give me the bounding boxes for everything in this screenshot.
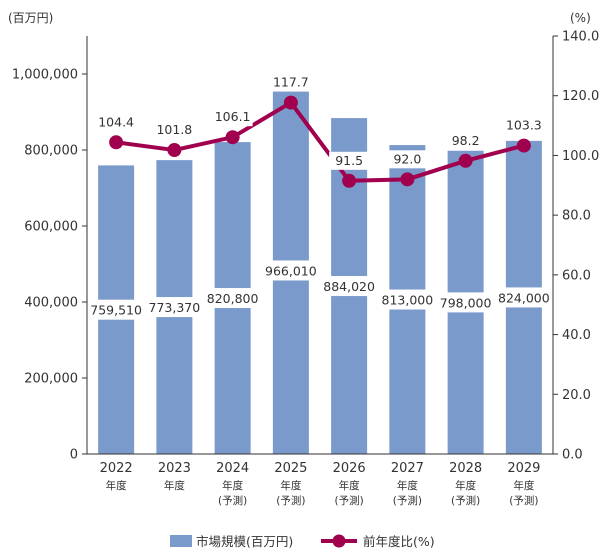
x-axis-nendo-label: 年度	[222, 479, 243, 492]
bar-value-label: 813,000	[382, 293, 434, 308]
x-axis-forecast-label: (予測)	[451, 494, 480, 507]
x-axis-year-label: 2024	[216, 461, 249, 476]
line-value-label-bg	[212, 108, 253, 127]
x-axis-year-label: 2022	[100, 461, 133, 476]
bar-value-label: 884,020	[323, 279, 375, 294]
x-axis-nendo-label: 年度	[513, 479, 534, 492]
right-axis-tick-label: 80.0	[562, 209, 591, 224]
right-axis-tick-label: 140.0	[562, 30, 599, 45]
line-value-label: 104.4	[98, 114, 134, 129]
left-axis-tick-label: 400,000	[24, 296, 78, 311]
line-value-label: 117.7	[273, 75, 309, 90]
x-axis-year-label: 2026	[333, 461, 366, 476]
bar-value-label-bg	[145, 297, 204, 318]
bar-value-label: 759,510	[90, 303, 142, 318]
bar-value-label: 773,370	[149, 300, 201, 315]
line-value-label: 101.8	[156, 122, 192, 137]
bar-value-label-bg	[261, 260, 320, 281]
line-point	[283, 95, 298, 110]
x-axis-year-label: 2025	[274, 461, 307, 476]
x-axis-year-label: 2023	[158, 461, 191, 476]
bar-value-label: 820,800	[207, 291, 259, 306]
right-axis-tick-label: 20.0	[562, 388, 591, 403]
right-axis-tick-label: 0.0	[562, 448, 583, 463]
line-value-label-bg	[270, 73, 311, 92]
bar-value-label-bg	[87, 299, 146, 320]
right-axis-tick-label: 120.0	[562, 89, 599, 104]
bar-value-label: 966,010	[265, 263, 317, 278]
line-value-label-bg	[445, 131, 486, 150]
x-axis-nendo-label: 年度	[397, 479, 418, 492]
bar-value-label: 798,000	[440, 295, 492, 310]
line-value-label: 103.3	[506, 118, 542, 133]
legend-line-marker	[332, 534, 346, 548]
left-axis-tick-label: 200,000	[24, 372, 78, 387]
x-axis-nendo-label: 年度	[455, 479, 476, 492]
plot-area: 0 200,000 400,000 600,000 800,000 1,000,000 0.…	[12, 30, 599, 508]
x-axis-forecast-label: (予測)	[335, 494, 364, 507]
right-axis-tick-label: 40.0	[562, 328, 591, 343]
bar-value-label-bg	[436, 292, 495, 313]
right-axis-unit-label: (%)	[570, 11, 591, 25]
x-axis-nendo-label: 年度	[106, 479, 127, 492]
x-axis-forecast-label: (予測)	[218, 494, 247, 507]
right-axis-tick-label: 60.0	[562, 268, 591, 283]
legend-line-label: 前年度比(%)	[363, 534, 435, 549]
right-axis-tick-label: 100.0	[562, 149, 599, 164]
x-axis-nendo-label: 年度	[280, 479, 301, 492]
line-value-label: 106.1	[215, 109, 251, 124]
left-axis-tick-label: 1,000,000	[12, 68, 78, 83]
left-axis-tick-label: 0	[70, 448, 78, 463]
line-value-label: 98.2	[452, 133, 480, 148]
line-series-path	[115, 100, 525, 183]
legend-bar-swatch	[170, 535, 192, 547]
x-axis-forecast-label: (予測)	[276, 494, 305, 507]
left-axis-tick-label: 800,000	[24, 144, 78, 159]
x-axis-year-label: 2028	[449, 461, 482, 476]
line-point	[167, 143, 182, 158]
x-axis-nendo-label: 年度	[164, 479, 185, 492]
line-value-label-bg	[387, 150, 428, 169]
x-axis-nendo-label: 年度	[339, 479, 360, 492]
bar-value-label-bg	[494, 287, 553, 308]
x-axis-year-label: 2029	[507, 461, 540, 476]
line-point	[400, 172, 415, 187]
line-point	[109, 135, 124, 150]
bar-value-label-bg	[203, 288, 262, 309]
line-value-label-bg	[154, 121, 195, 140]
line-point	[516, 138, 531, 153]
line-value-label-bg	[329, 151, 370, 170]
line-value-label: 92.0	[393, 151, 421, 166]
x-axis-forecast-label: (予測)	[509, 494, 538, 507]
bar-value-label-bg	[378, 289, 437, 310]
x-axis-year-label: 2027	[391, 461, 424, 476]
x-axis-forecast-label: (予測)	[393, 494, 422, 507]
line-value-label-bg	[96, 113, 137, 132]
line-point	[342, 173, 357, 188]
bar-value-label: 824,000	[498, 290, 550, 305]
legend-bar-label: 市場規模(百万円)	[196, 534, 293, 549]
legend: 市場規模(百万円) 前年度比(%)	[170, 534, 435, 549]
bar-value-label-bg	[320, 276, 379, 297]
left-axis-tick-label: 600,000	[24, 220, 78, 235]
line-point	[458, 153, 473, 168]
line-value-label: 91.5	[335, 153, 363, 168]
left-axis-unit-label: (百万円)	[8, 11, 53, 25]
line-value-label-bg	[503, 116, 544, 135]
line-point	[225, 130, 240, 145]
